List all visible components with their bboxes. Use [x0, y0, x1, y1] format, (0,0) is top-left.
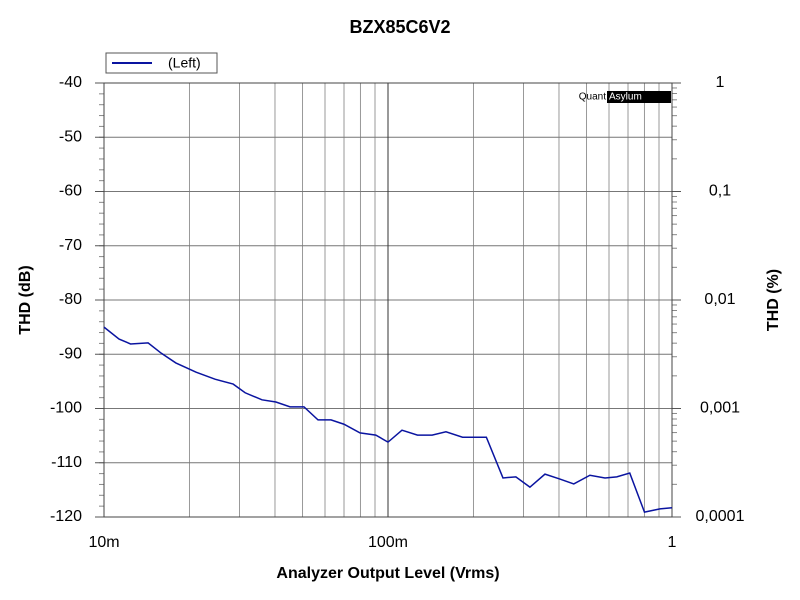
- x-tick-label: 10m: [88, 534, 119, 551]
- x-tick-label: 100m: [368, 534, 408, 551]
- y-tick-label: -50: [59, 128, 82, 145]
- y2-tick-label: 1: [716, 74, 725, 91]
- y2-tick-label: 0,1: [709, 183, 731, 200]
- y2-tick-label: 0,001: [700, 400, 740, 417]
- legend-label: (Left): [168, 55, 201, 71]
- plot-frame: [103, 82, 673, 518]
- x-axis-label: Analyzer Output Level (Vrms): [276, 565, 499, 582]
- y-tick-label: -90: [59, 345, 82, 362]
- y-tick-label: -40: [59, 74, 82, 91]
- y-tick-label: -100: [50, 400, 82, 417]
- watermark-box: [607, 91, 671, 103]
- y2-axis-label: THD (%): [765, 269, 782, 331]
- watermark-right: Asylum: [609, 92, 642, 103]
- y-axis-label: THD (dB): [17, 265, 34, 334]
- y-tick-label: -60: [59, 183, 82, 200]
- y2-tick-label: 0,01: [704, 291, 735, 308]
- y2-tick-label: 0,0001: [696, 508, 745, 525]
- x-tick-label: 1: [668, 534, 677, 551]
- legend-box: [105, 52, 218, 74]
- watermark-left: Quant: [579, 92, 606, 103]
- y-tick-label: -120: [50, 508, 82, 525]
- chart-title: BZX85C6V2: [349, 17, 450, 37]
- y-tick-label: -70: [59, 237, 82, 254]
- y-tick-label: -110: [51, 454, 82, 471]
- data-line: [103, 326, 673, 513]
- y-tick-label: -80: [59, 291, 82, 308]
